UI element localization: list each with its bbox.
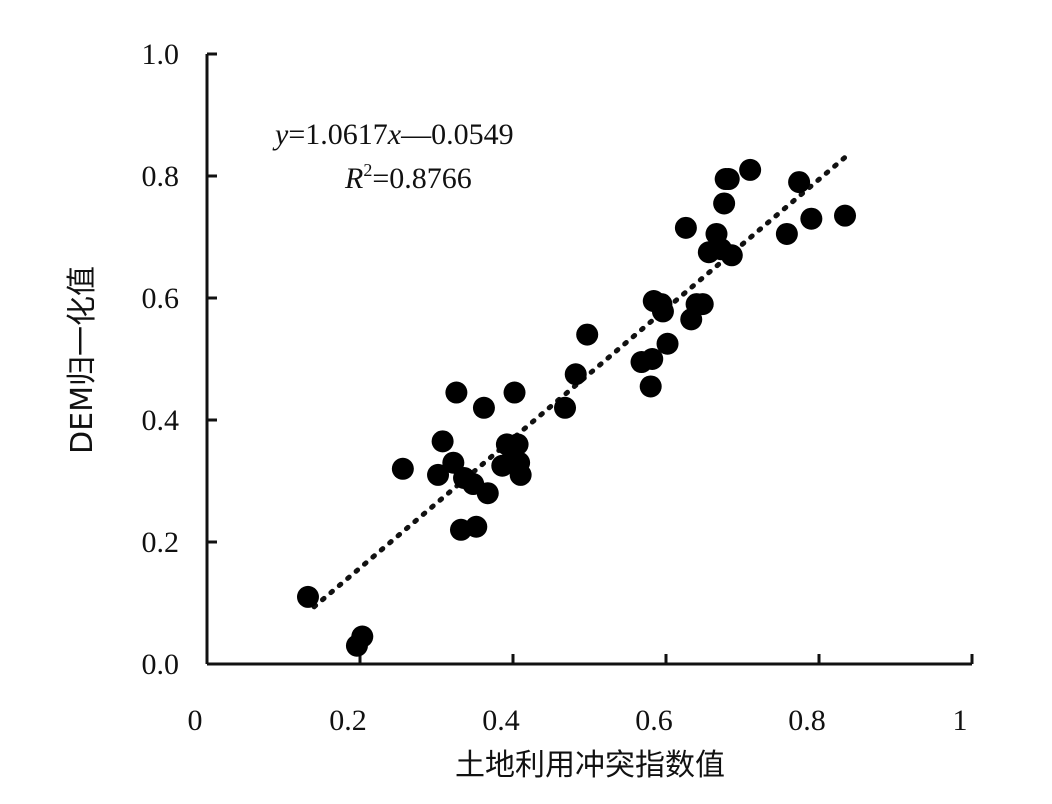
data-point — [476, 482, 499, 505]
x-axis-ticks: 0 0.2 0.4 0.6 0.8 1 — [188, 654, 974, 737]
data-point — [445, 381, 468, 404]
y-axis-ticks: 0.0 0.2 0.4 0.6 0.8 1.0 — [142, 38, 217, 681]
data-point — [506, 433, 529, 456]
data-point — [503, 381, 526, 404]
data-point — [641, 348, 664, 370]
y-tick-label: 0.8 — [142, 160, 180, 193]
data-point — [391, 457, 414, 480]
x-tick-label: 0.6 — [635, 704, 673, 737]
data-point — [564, 363, 587, 386]
data-point — [674, 216, 697, 239]
data-point — [465, 515, 488, 538]
x-tick-label: 0.2 — [329, 704, 367, 737]
y-tick-label: 0.6 — [142, 282, 180, 315]
y-tick-label: 1.0 — [142, 38, 180, 71]
data-point — [651, 300, 674, 323]
x-tick-label: 0.8 — [788, 704, 826, 737]
data-point — [442, 451, 465, 474]
regression-equation: y=1.0617x—0.0549 — [272, 118, 514, 151]
equation-intercept: —0.0549 — [400, 118, 514, 151]
equation-coefficient: =1.0617 — [288, 118, 387, 151]
y-tick-label: 0.4 — [142, 404, 180, 437]
data-point — [427, 463, 450, 486]
data-point — [639, 375, 662, 398]
data-point — [509, 463, 532, 486]
data-point — [656, 332, 679, 355]
equation-y-var: y — [272, 118, 289, 151]
r-squared-sup: 2 — [363, 160, 372, 180]
data-point — [554, 396, 577, 419]
r-squared-value: =0.8766 — [372, 162, 471, 195]
data-point — [431, 430, 454, 453]
r-squared-var: R — [344, 162, 363, 195]
equation-x-var: x — [387, 118, 402, 151]
data-point — [775, 222, 798, 245]
data-point — [834, 204, 857, 227]
data-point — [296, 585, 319, 608]
data-point — [691, 293, 714, 316]
data-point — [713, 192, 736, 215]
y-tick-label: 0.0 — [142, 648, 180, 681]
data-point — [800, 207, 823, 230]
data-point — [351, 625, 374, 648]
x-tick-label: 1 — [953, 704, 968, 737]
r-squared: R2=0.8766 — [344, 160, 472, 195]
x-tick-label: 0.4 — [482, 704, 520, 737]
y-tick-label: 0.2 — [142, 526, 180, 559]
data-point — [720, 244, 743, 267]
data-point — [739, 158, 762, 181]
data-point — [472, 396, 495, 419]
data-point — [788, 171, 811, 194]
data-point — [717, 168, 740, 191]
data-points — [296, 158, 857, 657]
x-tick-label: 0 — [188, 704, 203, 737]
x-axis-title: 土地利用冲突指数值 — [455, 748, 725, 783]
data-point — [576, 323, 599, 346]
y-axis-title: DEM归一化值 — [65, 266, 100, 454]
